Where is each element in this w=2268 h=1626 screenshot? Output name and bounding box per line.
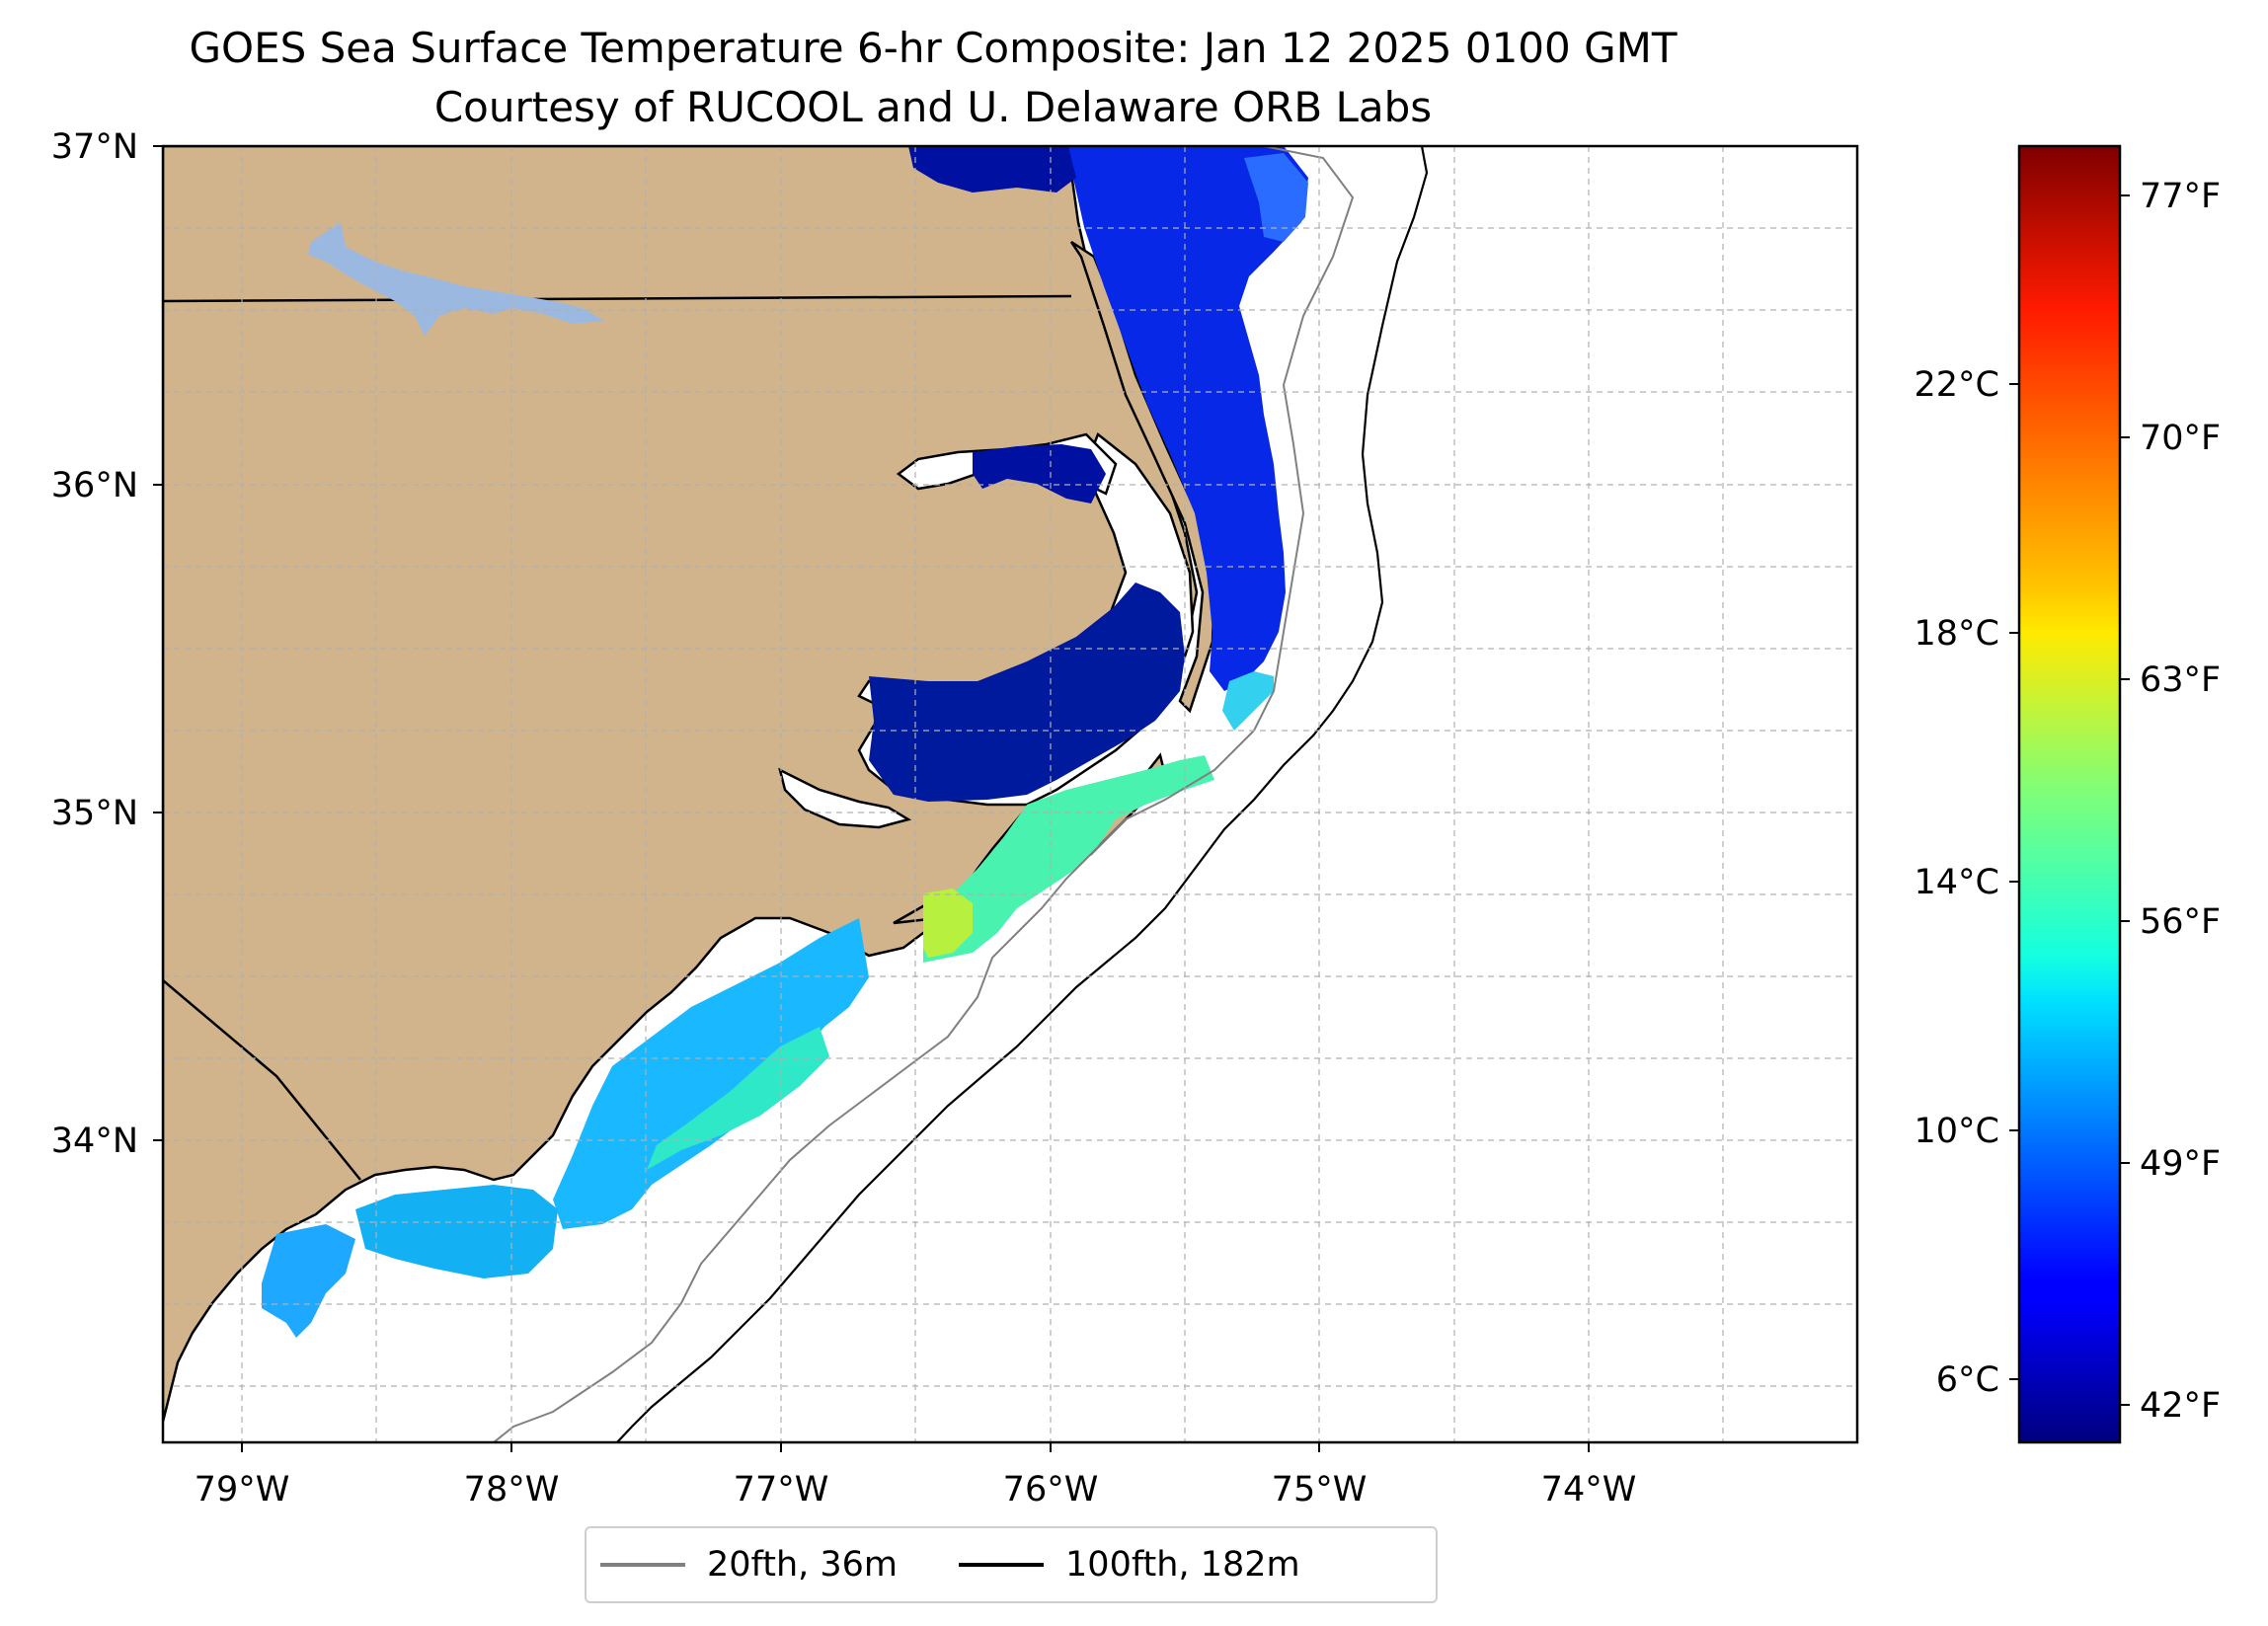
sst-croatan <box>908 146 1076 193</box>
cb-label-f-49: 49°F <box>2140 1144 2221 1184</box>
cb-label-f-70: 70°F <box>2140 419 2221 458</box>
lake <box>308 222 604 336</box>
cb-label-c-10: 10°C <box>1915 1112 1999 1151</box>
isobath-20fth <box>493 146 1355 1442</box>
map-title: GOES Sea Surface Temperature 6-hr Compos… <box>189 24 1678 72</box>
sst-cape-hatteras <box>1222 671 1274 731</box>
lon-label-77: 77°W <box>734 1470 829 1510</box>
lon-label-74: 74°W <box>1541 1470 1637 1510</box>
nc-sc-border <box>163 979 361 1181</box>
cb-label-f-77: 77°F <box>2140 177 2221 216</box>
sst-long-bay-west <box>262 1224 355 1338</box>
cb-label-c-18: 18°C <box>1915 614 1999 654</box>
cb-label-c-22: 22°C <box>1915 365 1999 405</box>
sst-onslow-outer <box>647 1027 829 1170</box>
lon-label-78: 78°W <box>464 1470 560 1510</box>
cb-label-c-6: 6°C <box>1936 1360 1999 1400</box>
sst-northern-shelf <box>1066 146 1308 691</box>
sst-long-bay <box>355 1185 558 1278</box>
lat-label-35: 35°N <box>51 794 138 833</box>
lat-label-34: 34°N <box>51 1122 138 1161</box>
sst-albemarle <box>973 444 1106 503</box>
lat-label-37: 37°N <box>51 127 138 167</box>
sst-onslow-inner <box>553 918 869 1229</box>
legend-item-20fth: 20fth, 36m <box>600 1545 898 1585</box>
legend-item-100fth: 100fth, 182m <box>959 1545 1300 1585</box>
legend-label-100fth: 100fth, 182m <box>1065 1545 1300 1585</box>
cb-label-c-14: 14°C <box>1915 863 1999 902</box>
gridlines <box>163 146 1857 1442</box>
legend-label-20fth: 20fth, 36m <box>707 1545 899 1585</box>
axis-ticks <box>153 145 1590 1452</box>
nc-va-border <box>163 294 1072 303</box>
lat-label-36: 36°N <box>51 466 138 505</box>
cb-label-f-56: 56°F <box>2140 902 2221 942</box>
lon-label-76: 76°W <box>1003 1470 1099 1510</box>
isobath-100fth <box>616 146 1429 1442</box>
cb-label-f-42: 42°F <box>2140 1386 2221 1426</box>
sst-gulfstream-edge <box>923 755 1214 963</box>
sst-pamlico <box>869 582 1185 802</box>
lon-label-79: 79°W <box>195 1470 290 1510</box>
colorbar <box>2017 144 2122 1444</box>
cb-label-f-63: 63°F <box>2140 660 2221 700</box>
legend: 20fth, 36m 100fth, 182m <box>585 1526 1438 1603</box>
legend-line-black <box>959 1563 1045 1567</box>
map-frame <box>161 144 1859 1444</box>
sst-gulf-edge <box>1244 153 1308 242</box>
legend-line-gray <box>600 1563 685 1567</box>
lon-label-75: 75°W <box>1272 1470 1368 1510</box>
map-subtitle: Courtesy of RUCOOL and U. Delaware ORB L… <box>433 83 1433 131</box>
sst-warm-tongue <box>923 889 973 958</box>
neuse-river <box>778 767 912 829</box>
colorbar-ticks <box>2009 194 2130 1406</box>
